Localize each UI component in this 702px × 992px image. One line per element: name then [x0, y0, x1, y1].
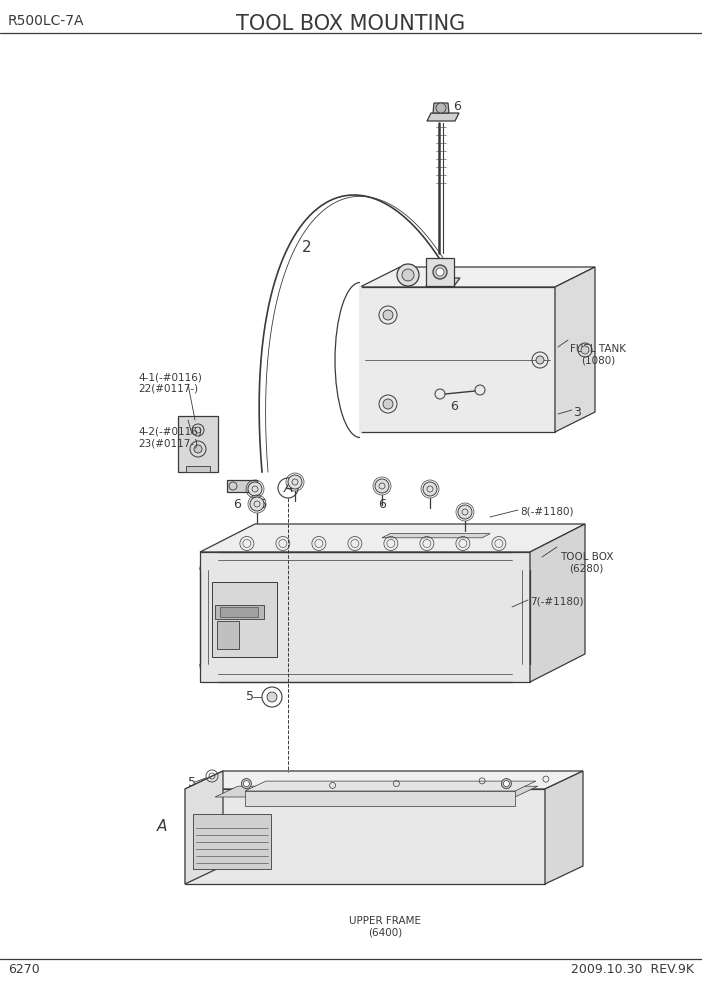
Polygon shape	[427, 113, 459, 121]
Text: UPPER FRAME
(6400): UPPER FRAME (6400)	[349, 916, 421, 937]
Text: 6: 6	[258, 498, 266, 511]
Text: 2: 2	[302, 239, 312, 255]
Circle shape	[267, 692, 277, 702]
Polygon shape	[178, 416, 218, 472]
Circle shape	[402, 269, 414, 281]
Circle shape	[244, 781, 249, 787]
Polygon shape	[185, 771, 583, 789]
Text: TOOL BOX
(6280): TOOL BOX (6280)	[560, 552, 614, 573]
Polygon shape	[426, 278, 460, 286]
Circle shape	[436, 103, 446, 113]
Text: 3: 3	[573, 406, 581, 419]
Circle shape	[250, 497, 264, 511]
Circle shape	[288, 475, 302, 489]
Polygon shape	[227, 480, 257, 492]
Polygon shape	[360, 267, 595, 287]
Circle shape	[458, 505, 472, 519]
Text: A: A	[157, 819, 167, 834]
Polygon shape	[185, 789, 545, 884]
Text: TOOL BOX MOUNTING: TOOL BOX MOUNTING	[237, 14, 465, 34]
Circle shape	[383, 310, 393, 320]
Circle shape	[423, 482, 437, 496]
Circle shape	[581, 346, 589, 354]
Circle shape	[248, 482, 262, 496]
Polygon shape	[433, 103, 449, 113]
Text: 2009.10.30  REV.9K: 2009.10.30 REV.9K	[571, 963, 694, 976]
Polygon shape	[200, 552, 530, 682]
Text: A: A	[283, 481, 293, 495]
Polygon shape	[245, 791, 515, 806]
Text: 4-1(-#0116)
22(#0117-): 4-1(-#0116) 22(#0117-)	[138, 372, 202, 394]
Text: 6270: 6270	[8, 963, 40, 976]
Text: 4-2(-#0116)
23(#0117-): 4-2(-#0116) 23(#0117-)	[138, 427, 202, 448]
Polygon shape	[555, 267, 595, 432]
Circle shape	[383, 399, 393, 409]
Text: 6: 6	[453, 100, 461, 113]
Polygon shape	[212, 582, 277, 657]
Polygon shape	[200, 524, 585, 552]
Polygon shape	[215, 605, 264, 619]
Text: 6: 6	[450, 401, 458, 414]
Polygon shape	[215, 787, 538, 797]
Text: R500LC-7A: R500LC-7A	[8, 14, 84, 28]
Polygon shape	[193, 814, 271, 869]
Circle shape	[501, 779, 511, 789]
Circle shape	[397, 264, 419, 286]
Polygon shape	[186, 466, 210, 472]
Text: 5: 5	[188, 776, 196, 789]
Circle shape	[503, 781, 510, 787]
Text: 8(-#1180): 8(-#1180)	[520, 507, 574, 517]
Polygon shape	[382, 534, 490, 538]
Polygon shape	[245, 781, 536, 791]
Polygon shape	[530, 524, 585, 682]
Circle shape	[241, 779, 251, 789]
Circle shape	[436, 268, 444, 276]
Polygon shape	[426, 258, 454, 286]
Circle shape	[433, 265, 447, 279]
Circle shape	[536, 356, 544, 364]
Polygon shape	[360, 287, 555, 432]
Text: 6: 6	[233, 498, 241, 511]
Circle shape	[194, 445, 202, 453]
Polygon shape	[217, 621, 239, 649]
Text: 6: 6	[378, 498, 386, 511]
Text: 7(-#1180): 7(-#1180)	[530, 597, 583, 607]
Polygon shape	[545, 771, 583, 884]
Circle shape	[375, 479, 389, 493]
Polygon shape	[220, 607, 258, 617]
Text: 5: 5	[246, 690, 254, 703]
Polygon shape	[185, 771, 223, 884]
Text: FUEL TANK
(1080): FUEL TANK (1080)	[570, 344, 626, 366]
